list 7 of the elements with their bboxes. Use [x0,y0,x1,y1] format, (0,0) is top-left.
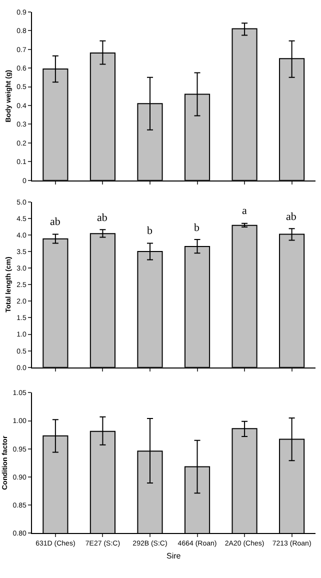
annotation: ab [50,216,61,228]
annotation: ab [97,212,108,224]
annotation: ab [286,211,297,223]
annotation: a [242,205,247,217]
annotation: b [194,222,200,234]
x-axis-title: Sire [166,551,182,560]
annotation: b [147,225,153,237]
